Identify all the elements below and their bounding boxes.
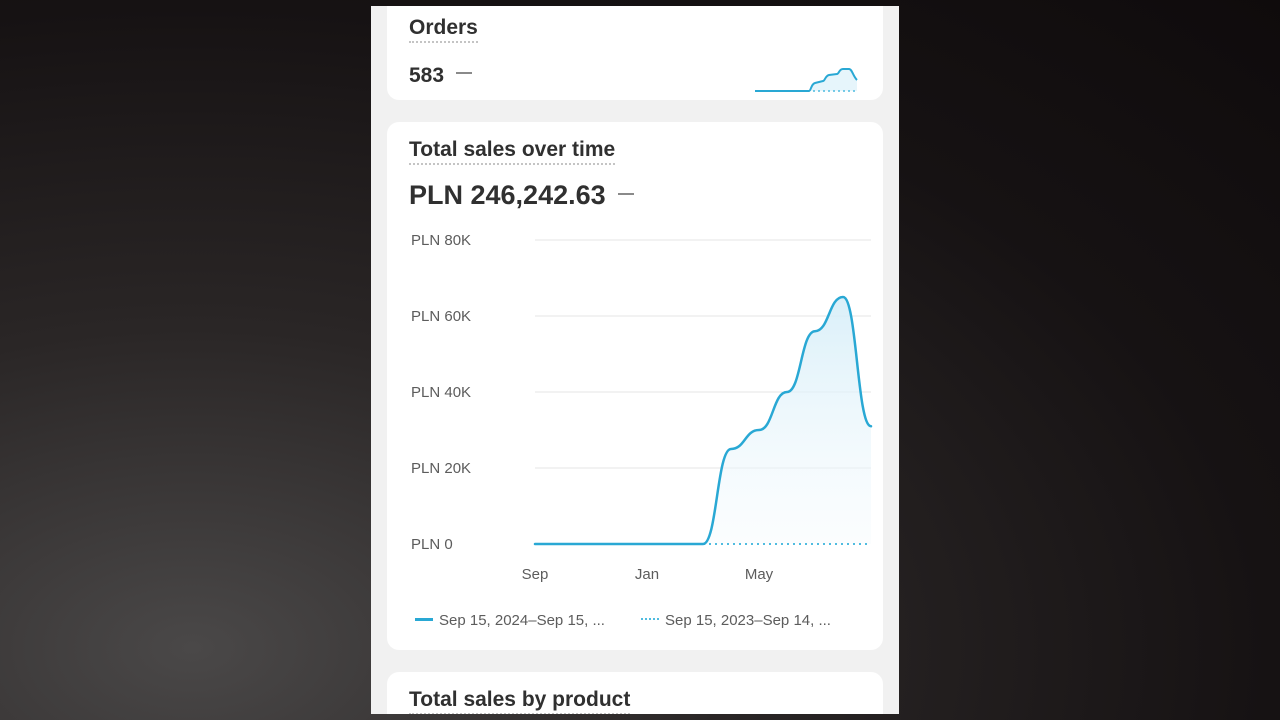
legend-item-previous-period[interactable]: Sep 15, 2023–Sep 14, ...: [641, 612, 831, 629]
sales-line-chart: PLN 0 PLN 20K PLN 40K PLN 60K PLN 80K Sep Jan…: [411, 232, 873, 583]
orders-value: 583: [409, 64, 445, 87]
orders-sparkline: [755, 68, 858, 92]
total-sales-by-product-card[interactable]: Total sales by product: [387, 672, 883, 714]
orders-metric: 583: [409, 64, 473, 88]
sales-trend-indicator: [617, 192, 634, 195]
x-tick-label: Jan: [635, 566, 659, 583]
y-tick-label: PLN 80K: [411, 232, 471, 249]
mobile-analytics-screen: Orders 583 Total sales over time PLN 246…: [371, 6, 899, 714]
y-tick-label: PLN 60K: [411, 308, 471, 325]
x-tick-label: May: [745, 566, 774, 583]
y-tick-label: PLN 0: [411, 536, 453, 553]
sales-by-product-title[interactable]: Total sales by product: [409, 688, 631, 714]
orders-card[interactable]: Orders 583: [387, 6, 883, 100]
legend-item-current-period[interactable]: Sep 15, 2024–Sep 15, ...: [415, 612, 605, 629]
current-period-area: [535, 297, 871, 544]
current-period-line: [533, 295, 873, 546]
sales-title[interactable]: Total sales over time: [409, 138, 616, 165]
y-tick-label: PLN 40K: [411, 384, 471, 401]
sales-metric: PLN 246,242.63: [409, 180, 634, 211]
orders-title[interactable]: Orders: [409, 16, 478, 43]
dotted-line-swatch-icon: [641, 618, 659, 621]
legend-label-current: Sep 15, 2024–Sep 15, ...: [439, 612, 605, 629]
legend-label-previous: Sep 15, 2023–Sep 14, ...: [665, 612, 831, 629]
orders-trend-indicator: [456, 72, 473, 75]
solid-line-swatch-icon: [415, 617, 433, 621]
y-tick-label: PLN 20K: [411, 460, 471, 477]
sales-value: PLN 246,242.63: [409, 180, 606, 210]
total-sales-over-time-card[interactable]: Total sales over time PLN 246,242.63 PLN…: [387, 122, 883, 650]
x-tick-label: Sep: [522, 566, 549, 583]
